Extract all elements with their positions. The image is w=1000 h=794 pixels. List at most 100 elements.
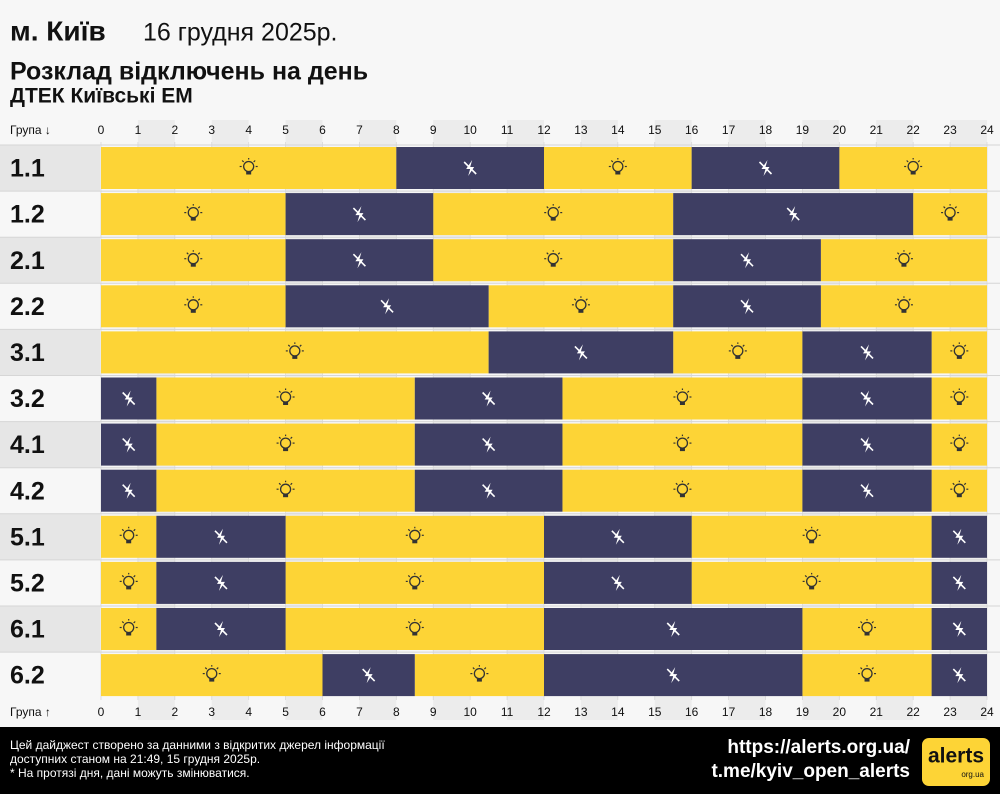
- icon-part: [860, 391, 874, 406]
- icon-part: [190, 309, 196, 313]
- telegram[interactable]: t.me/kyiv_open_alerts: [711, 761, 910, 782]
- power-on-icon: [894, 250, 913, 267]
- power-on-segment: [488, 285, 674, 328]
- icon-part: [419, 621, 422, 624]
- logo: alerts: [928, 745, 984, 768]
- icon-part: [906, 160, 909, 163]
- power-on-segment: [913, 193, 987, 236]
- icon-part: [679, 402, 685, 405]
- power-on-icon: [405, 619, 424, 636]
- icon-part: [963, 344, 967, 347]
- x-tick-label: 5: [282, 123, 289, 137]
- icon-part: [943, 206, 946, 209]
- power-on-icon: [673, 434, 692, 452]
- icon-part: [204, 667, 208, 670]
- icon-part: [952, 576, 966, 590]
- power-on-segment: [101, 561, 157, 604]
- power-on-icon: [239, 158, 258, 175]
- x-tick-label: 6: [319, 123, 326, 137]
- icon-part: [871, 621, 874, 624]
- group-label: 1.2: [10, 201, 45, 229]
- x-tick-label: 8: [393, 123, 400, 137]
- row-label-band: [0, 237, 100, 284]
- row-label-band: [0, 421, 100, 468]
- power-off-icon: [122, 482, 136, 499]
- icon-part: [954, 206, 958, 209]
- icon-part: [352, 253, 366, 267]
- icon-part: [283, 494, 289, 498]
- power-on-segment: [156, 469, 415, 512]
- icon-part: [283, 402, 289, 405]
- power-off-icon: [611, 574, 625, 591]
- power-on-icon: [673, 388, 692, 405]
- icon-part: [615, 171, 621, 175]
- x-tick-label: 1: [135, 123, 142, 137]
- power-on-segment: [285, 561, 544, 604]
- icon-part: [380, 299, 394, 313]
- x-tick-label: 9: [430, 705, 437, 719]
- footer-band: [0, 727, 1000, 794]
- power-on-segment: [691, 561, 932, 604]
- icon-part: [871, 667, 874, 670]
- power-on-segment: [562, 377, 803, 420]
- power-on-icon: [276, 388, 295, 405]
- power-off-icon: [482, 482, 496, 499]
- icon-part: [864, 678, 870, 682]
- icon-part: [897, 298, 900, 301]
- icon-part: [910, 171, 916, 175]
- group-label: 5.2: [10, 570, 45, 598]
- power-on-icon: [571, 296, 590, 313]
- icon-part: [550, 217, 556, 221]
- group-label: 3.2: [10, 385, 45, 413]
- icon-part: [952, 622, 966, 636]
- x-tick-label: 14: [611, 123, 625, 137]
- icon-part: [133, 621, 136, 624]
- group-label: 6.1: [10, 616, 45, 644]
- icon-part: [362, 668, 376, 682]
- icon-part: [190, 217, 196, 221]
- x-tick-label: 22: [906, 705, 920, 719]
- power-on-segment: [802, 654, 932, 697]
- icon-part: [299, 344, 302, 347]
- icon-part: [585, 298, 588, 301]
- power-on-segment: [156, 377, 415, 420]
- x-tick-label: 4: [245, 705, 252, 719]
- power-on-segment: [544, 147, 692, 189]
- power-on-segment: [414, 654, 544, 697]
- logo-box[interactable]: [922, 738, 990, 786]
- power-on-icon: [608, 158, 627, 175]
- x-tick-label: 24: [980, 123, 994, 137]
- city: м. Київ: [10, 15, 106, 46]
- power-off-icon: [952, 667, 966, 684]
- icon-part: [352, 207, 366, 221]
- icon-part: [947, 217, 953, 221]
- power-off-icon: [574, 344, 588, 361]
- x-tick-label: 10: [463, 123, 477, 137]
- icon-part: [573, 298, 577, 301]
- icon-part: [809, 540, 815, 544]
- icon-part: [860, 621, 863, 624]
- icon-part: [546, 206, 549, 209]
- power-on-segment: [285, 515, 544, 558]
- logo-sub: org.ua: [961, 770, 984, 779]
- x-tick-label: 7: [356, 705, 363, 719]
- url[interactable]: https://alerts.org.ua/: [727, 737, 910, 758]
- icon-part: [786, 207, 800, 221]
- icon-part: [952, 530, 966, 544]
- icon-part: [121, 574, 125, 578]
- power-on-icon: [950, 480, 969, 498]
- icon-part: [463, 161, 477, 175]
- icon-part: [133, 574, 136, 578]
- power-on-icon: [802, 572, 821, 590]
- power-on-segment: [820, 239, 987, 282]
- x-tick-label: 4: [245, 123, 252, 137]
- icon-part: [186, 252, 189, 255]
- power-on-segment: [931, 423, 987, 466]
- icon-part: [735, 355, 741, 359]
- power-on-icon: [285, 342, 304, 359]
- power-off-icon: [758, 160, 773, 176]
- plot: 0011223344556677889910101111121213131414…: [0, 120, 1000, 720]
- icon-part: [476, 678, 482, 682]
- icon-part: [214, 622, 228, 636]
- footer-text: Цей дайджест створено за данними з відкр…: [10, 738, 385, 752]
